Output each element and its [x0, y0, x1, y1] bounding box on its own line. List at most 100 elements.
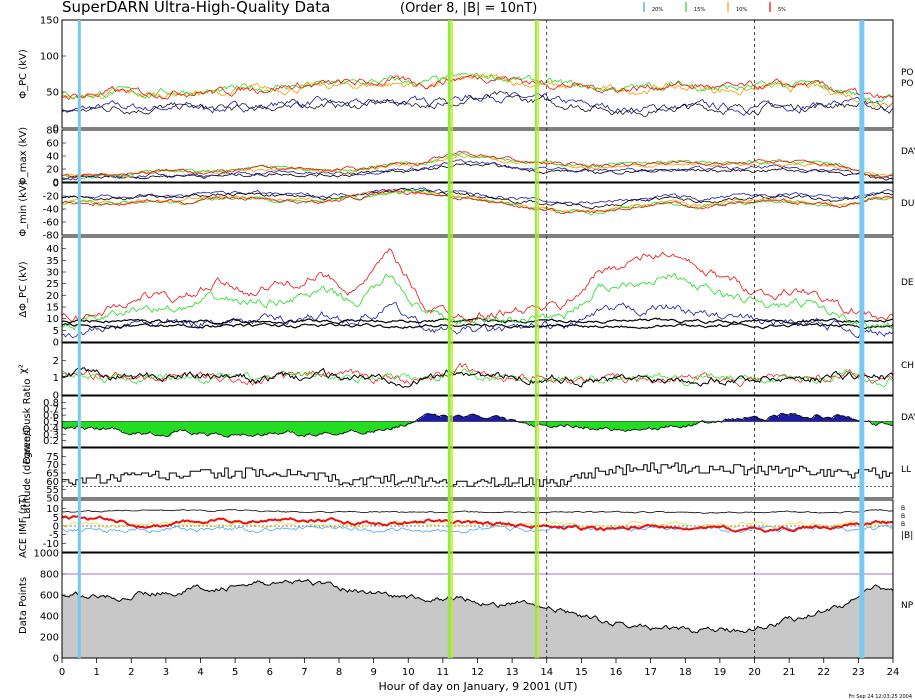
ratio-bar — [626, 421, 629, 432]
ratio-bar — [352, 421, 355, 431]
y-tick-label: 15 — [46, 303, 59, 314]
y-tick-label: 1 — [53, 373, 59, 384]
ratio-bar — [191, 421, 194, 435]
x-tick-label: 16 — [610, 667, 623, 678]
ratio-bar — [856, 420, 859, 422]
ratio-bar — [269, 421, 272, 433]
ratio-bar — [136, 421, 139, 433]
ratio-bar — [886, 421, 889, 424]
ratio-bar — [525, 421, 529, 424]
ratio-bar — [197, 421, 200, 435]
ratio-bar — [242, 421, 245, 434]
ratio-bar — [107, 421, 110, 429]
ratio-bar — [768, 417, 771, 422]
ratio-bar — [588, 421, 591, 428]
ratio-bar — [761, 419, 764, 422]
x-tick-label: 24 — [887, 667, 900, 678]
x-tick-label: 18 — [679, 667, 692, 678]
ratio-bar — [612, 421, 615, 431]
ratio-bar — [498, 416, 501, 422]
ratio-bar — [491, 416, 494, 422]
ratio-bar — [115, 421, 118, 429]
ratio-bar — [531, 421, 534, 425]
ratio-bar — [252, 421, 255, 437]
series-black — [61, 91, 894, 118]
ratio-bar — [302, 421, 305, 436]
x-tick-label: 12 — [471, 667, 484, 678]
marker-yellow-2 — [537, 20, 539, 658]
y-tick-label: 1000 — [34, 549, 59, 560]
ratio-bar — [548, 421, 551, 427]
ratio-bar — [299, 421, 302, 437]
ratio-bar — [313, 421, 316, 436]
ratio-bar — [117, 421, 120, 430]
ratio-bar — [266, 421, 269, 436]
x-tick-label: 19 — [714, 667, 727, 678]
ratio-bar — [141, 421, 144, 435]
ratio-bar — [545, 421, 548, 426]
y-tick-label: -40 — [43, 205, 59, 216]
y-tick-label: 0 — [53, 124, 59, 135]
right-label: PO — [901, 68, 914, 78]
ratio-bar — [442, 415, 446, 422]
ratio-bar — [873, 421, 877, 425]
ratio-bar — [274, 421, 278, 433]
ratio-bar — [522, 421, 525, 423]
ratio-bar — [666, 421, 669, 426]
ratio-bar — [872, 421, 875, 425]
y-tick-label: 600 — [40, 591, 59, 602]
ratio-bar — [67, 421, 70, 428]
ratio-bar — [219, 421, 222, 435]
y-tick-label: 55 — [46, 485, 59, 496]
ratio-bar — [314, 421, 317, 436]
ratio-bar — [742, 419, 745, 422]
x-tick-label: 23 — [852, 667, 865, 678]
ratio-bar — [368, 421, 371, 432]
y-tick-label: 150 — [40, 16, 59, 27]
ratio-bar — [581, 421, 584, 428]
x-tick-label: 22 — [817, 667, 830, 678]
ratio-bar — [403, 421, 406, 427]
ratio-bar — [124, 421, 127, 433]
ratio-bar — [380, 421, 383, 430]
panel-phi_min: 0 -20 -40 -60 -80 Φ_min (kV) — [18, 179, 894, 242]
ratio-bar — [243, 421, 246, 435]
ratio-bar — [233, 421, 236, 436]
ratio-bar — [794, 413, 797, 422]
ratio-bar — [567, 421, 570, 425]
ratio-bar — [304, 421, 307, 437]
ratio-bar — [832, 417, 835, 422]
ratio-bar — [555, 421, 558, 427]
ratio-bar — [782, 413, 785, 422]
ratio-bar — [593, 421, 596, 429]
y-tick-label: 50 — [46, 494, 59, 505]
ratio-bar — [569, 421, 572, 426]
right-label: DAY — [901, 147, 915, 157]
ratio-bar — [307, 421, 310, 435]
ratio-bar — [165, 421, 169, 437]
ratio-bar — [792, 414, 795, 422]
right-label: B — [901, 505, 905, 512]
x-tick-label: 20 — [748, 667, 761, 678]
ratio-bar — [749, 417, 752, 422]
ratio-bar — [773, 415, 776, 422]
ratio-bar — [359, 421, 362, 434]
y-tick-label: 0 — [53, 391, 59, 402]
y-tick-label: 0.4 — [43, 423, 59, 434]
legend: 20% 15% 10% 5% — [643, 2, 786, 13]
panel-dawn_dusk: 0.80.70.60.50.40.30.2 Dawn/Dusk Ratio — [22, 379, 894, 465]
ratio-bar — [657, 421, 660, 431]
ratio-bar — [179, 421, 182, 430]
y-tick-label: 0.3 — [43, 430, 59, 441]
ratio-bar — [735, 419, 738, 422]
ratio-bar — [815, 414, 818, 422]
ratio-bar — [889, 421, 892, 425]
ratio-bar — [181, 421, 184, 431]
marker-yellow — [451, 20, 453, 658]
marker-cyan — [77, 20, 81, 658]
ratio-bar — [155, 421, 158, 436]
series-green — [61, 152, 894, 180]
ratio-bar — [422, 416, 425, 422]
ratio-bar — [562, 421, 565, 426]
y-axis-label: Dawn/Dusk Ratio — [22, 379, 33, 465]
